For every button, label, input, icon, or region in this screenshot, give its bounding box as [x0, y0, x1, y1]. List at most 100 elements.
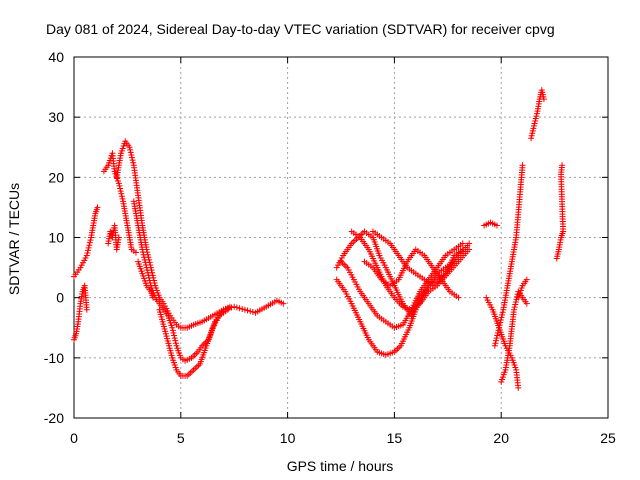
data-point	[145, 272, 152, 279]
data-point	[171, 332, 178, 339]
data-point	[127, 149, 134, 156]
data-point	[118, 193, 125, 200]
data-point	[116, 182, 123, 189]
data-point	[523, 276, 530, 283]
data-point	[497, 319, 504, 326]
data-point	[241, 306, 248, 313]
data-point	[118, 190, 125, 197]
y-tick-label: 30	[48, 109, 64, 125]
data-point	[169, 327, 176, 334]
data-point	[115, 234, 122, 241]
data-point	[128, 154, 135, 161]
data-point	[84, 249, 91, 256]
data-point	[247, 308, 254, 315]
data-point	[140, 251, 147, 258]
data-point	[499, 311, 506, 318]
y-tick-label: 10	[48, 230, 64, 246]
data-point	[126, 144, 133, 151]
data-point	[86, 239, 93, 246]
data-point	[128, 151, 135, 158]
data-point	[559, 162, 566, 169]
data-point	[132, 249, 139, 256]
data-point	[83, 306, 90, 313]
data-point	[459, 240, 466, 247]
data-point	[466, 240, 473, 247]
data-point	[141, 254, 148, 261]
data-point	[169, 324, 176, 331]
data-point	[496, 322, 503, 329]
y-tick-label: -10	[44, 350, 64, 366]
data-point	[493, 337, 500, 344]
data-point	[494, 329, 501, 336]
y-tick-label: 0	[56, 290, 64, 306]
data-point	[142, 259, 149, 266]
data-point	[115, 180, 122, 187]
data-point	[236, 305, 243, 312]
x-tick-labels: 0 5 10 15 20 25	[70, 430, 616, 446]
x-tick-label: 0	[70, 430, 78, 446]
data-point	[493, 335, 500, 342]
y-tick-label: -20	[44, 410, 64, 426]
data-point	[139, 249, 146, 256]
data-point	[127, 146, 134, 153]
axis-ticks	[73, 56, 609, 419]
data-point	[144, 269, 151, 276]
x-tick-label: 5	[177, 430, 185, 446]
data-point	[86, 242, 93, 249]
data-point	[515, 384, 522, 391]
data-point	[519, 162, 526, 169]
data-point	[144, 267, 151, 274]
data-point	[512, 301, 519, 308]
x-tick-label: 15	[387, 430, 403, 446]
data-point	[143, 264, 150, 271]
data-point	[511, 304, 518, 311]
data-point	[499, 309, 506, 316]
x-axis-label: GPS time / hours	[287, 458, 394, 474]
grid-lines	[74, 57, 608, 418]
data-point	[94, 204, 101, 211]
data-point	[117, 188, 124, 195]
data-point	[233, 304, 240, 311]
data-point	[496, 324, 503, 331]
data-point	[119, 195, 126, 202]
data-point	[150, 294, 157, 301]
data-point	[492, 340, 499, 347]
data-point	[498, 314, 505, 321]
data-point	[225, 305, 232, 312]
data-point	[493, 222, 500, 229]
data-point	[85, 244, 92, 251]
data-point	[117, 185, 124, 192]
data-point	[141, 256, 148, 263]
data-point	[129, 157, 136, 164]
chart-title: Day 081 of 2024, Sidereal Day-to-day VTE…	[46, 21, 555, 37]
data-point	[466, 246, 473, 253]
data-point	[239, 305, 246, 312]
data-point	[494, 332, 501, 339]
data-point	[540, 96, 547, 103]
data-points	[71, 87, 567, 391]
data-point	[143, 262, 150, 269]
data-point	[139, 246, 146, 253]
y-tick-label: 40	[48, 49, 64, 65]
data-point	[491, 342, 498, 349]
data-point	[455, 294, 462, 301]
data-point	[83, 252, 90, 259]
data-point	[172, 337, 179, 344]
y-tick-labels: -20 -10 0 10 20 30 40	[44, 49, 64, 426]
y-axis-label: SDTVAR / TECUs	[6, 183, 22, 295]
data-point	[87, 237, 94, 244]
x-tick-label: 25	[600, 430, 616, 446]
data-point	[280, 300, 287, 307]
data-point	[495, 327, 502, 334]
data-point	[85, 247, 92, 254]
data-point	[146, 274, 153, 281]
data-point	[224, 306, 231, 313]
data-point	[130, 159, 137, 166]
data-point	[172, 340, 179, 347]
data-point	[512, 298, 519, 305]
y-tick-label: 20	[48, 169, 64, 185]
data-point	[171, 335, 178, 342]
data-point	[244, 307, 251, 314]
data-point	[226, 303, 233, 310]
